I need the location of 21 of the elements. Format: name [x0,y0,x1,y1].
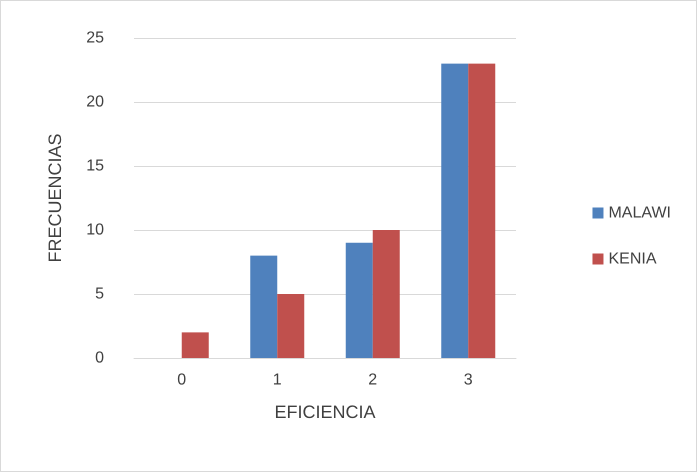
bar [441,64,468,358]
y-tick-label: 5 [95,286,104,302]
bar [277,294,304,358]
y-tick-label: 10 [86,222,104,238]
legend-label: MALAWI [608,204,672,222]
x-axis-title: EFICIENCIA [274,402,376,422]
x-tick-label: 0 [177,372,186,388]
x-tick-label: 2 [368,372,378,388]
y-tick-label: 15 [86,158,104,174]
bar [346,242,373,358]
bar [372,230,400,358]
y-axis-title: FRECUENCIAS [45,133,65,263]
x-tick-label: 1 [272,372,282,388]
legend-label: KENIA [608,250,657,268]
bar [468,64,496,358]
y-tick-label: 20 [86,94,104,110]
x-tick-label: 3 [464,372,473,388]
y-tick-label: 25 [86,30,104,46]
bar [250,256,278,358]
bar [182,332,209,358]
y-tick-label: 0 [95,350,104,366]
